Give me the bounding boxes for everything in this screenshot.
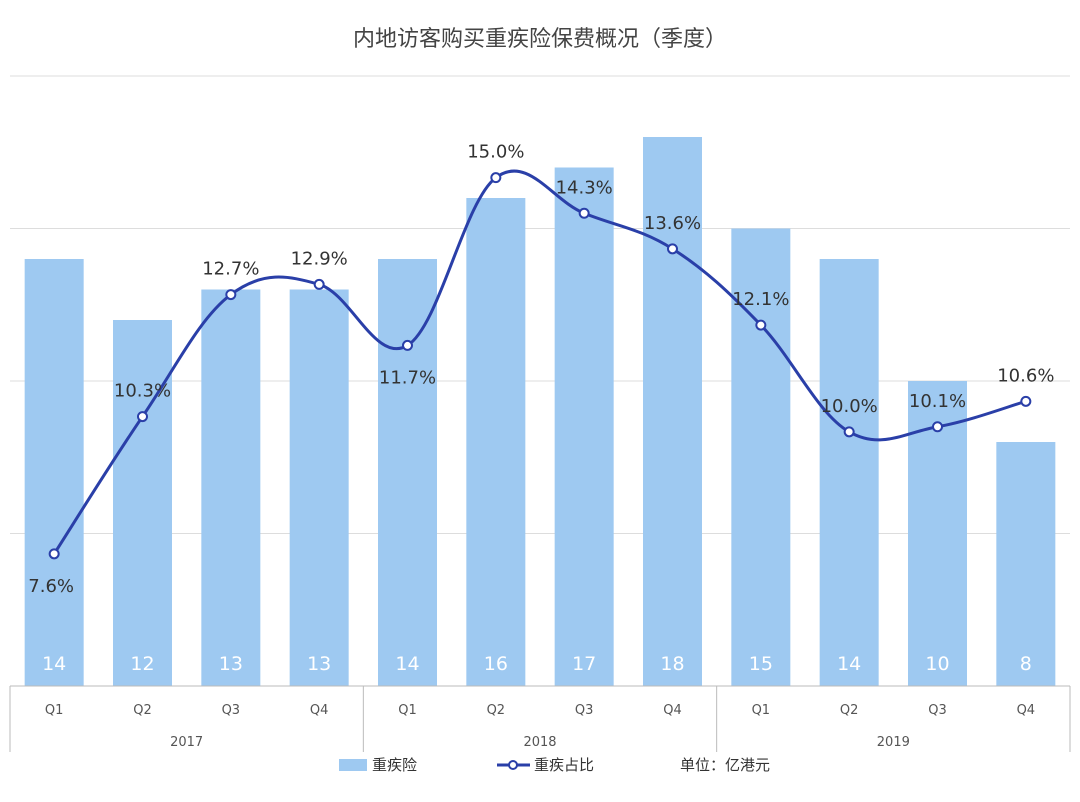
line-value-label: 14.3% [556, 177, 613, 198]
x-tick-label: Q4 [663, 703, 682, 718]
chart-title: 内地访客购买重疾险保费概况（季度） [353, 27, 727, 52]
bar-value-label: 18 [660, 653, 684, 675]
line-point [843, 426, 855, 438]
x-tick-label: Q1 [752, 703, 771, 718]
bar-value-label: 8 [1020, 653, 1032, 675]
bar [466, 198, 526, 686]
bar-value-label: 10 [925, 653, 949, 675]
line-point [225, 289, 237, 301]
line-point [667, 243, 678, 255]
bar-value-label: 14 [42, 653, 66, 675]
x-tick-label: Q1 [398, 703, 417, 718]
bar-value-label: 15 [749, 653, 773, 675]
bar-series: 14 12 13 13 14 16 17 18 15 14 10 8 [24, 137, 1056, 686]
legend-line-marker [508, 760, 518, 770]
x-tick-label: Q4 [310, 703, 329, 718]
line-point [1020, 395, 1032, 407]
line-series: 7.6% 10.3% 12.7% 12.9% 11.7% 15.0% 14.3% 13.6% 1… [28, 142, 1054, 597]
x-tick-label: Q2 [133, 703, 152, 718]
x-group-label: 2019 [877, 735, 910, 750]
bar-value-label: 17 [572, 653, 596, 675]
legend-bar-swatch [339, 759, 367, 771]
x-group-label: 2018 [523, 735, 556, 750]
line-value-label: 10.3% [114, 381, 171, 402]
x-axis: Q1 Q2 Q3 Q4 Q1 Q2 Q3 Q4 Q1 Q2 Q3 Q4 2017 2018 2019 [9, 685, 1071, 752]
bar [996, 442, 1056, 686]
line-value-label: 10.6% [997, 365, 1054, 386]
line-point [490, 172, 502, 184]
line-point [932, 421, 943, 433]
bar-value-label: 14 [837, 653, 861, 675]
line-point [137, 411, 148, 423]
line-value-label: 10.0% [821, 396, 878, 417]
bar [289, 289, 349, 686]
x-tick-label: Q2 [840, 703, 859, 718]
line-point [755, 319, 767, 331]
bar [378, 259, 437, 686]
bar [113, 320, 172, 686]
bar [643, 137, 702, 686]
x-tick-label: Q4 [1017, 703, 1036, 718]
x-tick-label: Q3 [575, 703, 594, 718]
x-tick-label: Q1 [45, 703, 64, 718]
bar [201, 289, 261, 686]
bar-value-label: 13 [307, 653, 331, 675]
line-value-label: 12.1% [732, 289, 789, 310]
x-tick-label: Q3 [222, 703, 241, 718]
x-tick-label: Q2 [487, 703, 506, 718]
bar-value-label: 12 [130, 653, 154, 675]
line-value-label: 13.6% [644, 213, 701, 234]
line-point [402, 339, 413, 351]
x-tick-label: Q3 [928, 703, 947, 718]
bar [819, 259, 879, 686]
unit-note: 单位：亿港元 [680, 756, 770, 774]
line-value-label: 15.0% [467, 142, 524, 163]
bar-value-label: 14 [395, 653, 419, 675]
line-value-label: 11.7% [379, 367, 436, 388]
legend: 重疾险 重疾占比 单位：亿港元 [339, 756, 770, 774]
bar-value-label: 16 [484, 653, 508, 675]
line-value-label: 12.7% [202, 259, 259, 280]
bar [554, 167, 614, 686]
line-point [48, 548, 60, 560]
line-point [578, 207, 590, 219]
line-value-label: 7.6% [28, 576, 74, 597]
bar [24, 259, 84, 686]
bar-value-label: 13 [219, 653, 243, 675]
line-value-label: 12.9% [291, 248, 348, 269]
legend-line-label: 重疾占比 [534, 756, 594, 774]
x-group-label: 2017 [170, 735, 203, 750]
line-value-label: 10.1% [909, 391, 966, 412]
line-point [313, 278, 325, 290]
legend-bar-label: 重疾险 [372, 756, 417, 774]
